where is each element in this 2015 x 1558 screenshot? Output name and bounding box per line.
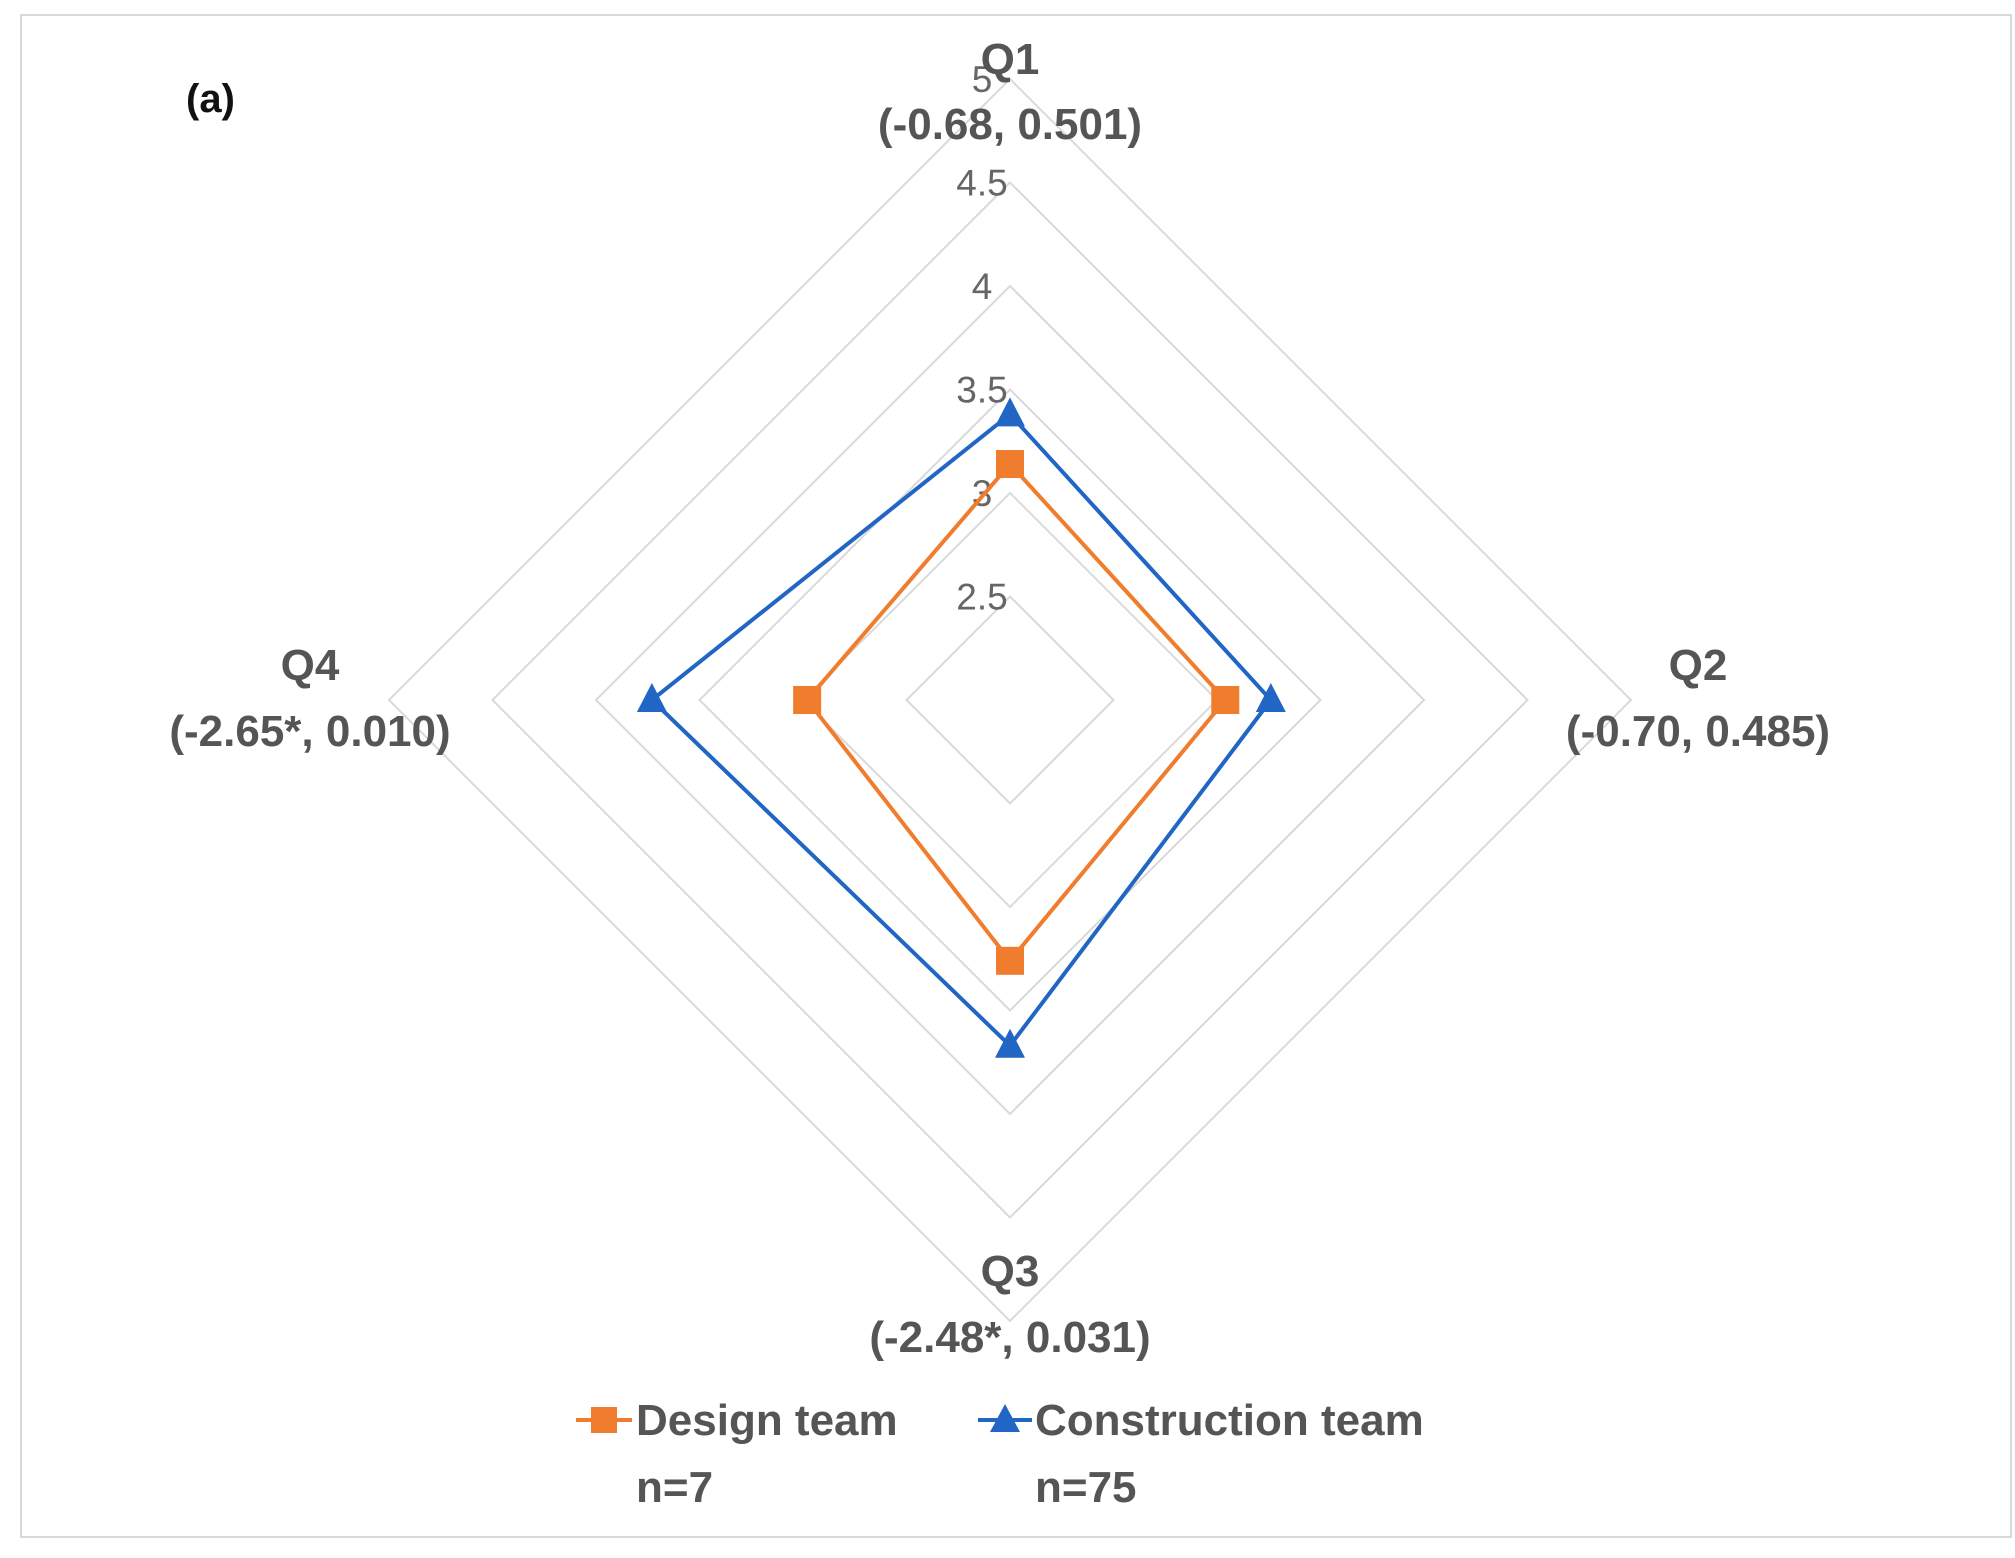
gridline-ring [698, 388, 1322, 1012]
data-point-construction-q3[interactable] [995, 1028, 1025, 1058]
axis-stats-q4: (-2.65*, 0.010) [169, 707, 450, 756]
data-point-design-q2[interactable] [1211, 686, 1240, 714]
legend-n-construction-team: n=75 [1035, 1463, 1137, 1512]
tick-label: 4.5 [956, 163, 1007, 204]
data-point-construction-q4[interactable] [636, 683, 667, 712]
panel-label: (a) [186, 77, 235, 121]
data-point-design-q3[interactable] [996, 946, 1024, 975]
axis-label-q1: Q1 [981, 35, 1040, 84]
axis-stats-q2: (-0.70, 0.485) [1566, 707, 1830, 756]
tick-label: 2.5 [956, 577, 1007, 618]
data-point-design-q1[interactable] [996, 450, 1024, 479]
axis-label-q4: Q4 [281, 641, 340, 690]
axis-label-q2: Q2 [1669, 641, 1728, 690]
legend-label-design-team: Design team [636, 1396, 898, 1445]
grid [387, 77, 1633, 1323]
data-point-construction-q1[interactable] [995, 397, 1025, 427]
legend-n-design-team: n=7 [636, 1463, 713, 1512]
legend: Design team n=7 Construction team n=75 [576, 1396, 1424, 1512]
legend-square-marker [591, 1407, 617, 1433]
axis-stats-q1: (-0.68, 0.501) [878, 100, 1142, 149]
legend-label-construction-team: Construction team [1035, 1396, 1424, 1445]
series-layer [636, 397, 1286, 1058]
gridline-ring [491, 181, 1529, 1219]
tick-label: 3.5 [956, 370, 1007, 411]
series-line-design-team [804, 461, 1228, 965]
legend-triangle-marker [990, 1404, 1020, 1432]
gridline-ring [801, 491, 1219, 909]
data-point-construction-q2[interactable] [1255, 683, 1286, 712]
axis-stats-q3: (-2.48*, 0.031) [869, 1313, 1150, 1362]
gridline-ring [387, 77, 1633, 1323]
axis-label-q3: Q3 [981, 1247, 1040, 1296]
tick-label: 5 [972, 59, 993, 100]
legend-item-construction-team[interactable]: Construction team n=75 [978, 1396, 1424, 1512]
gridline-ring [905, 595, 1115, 805]
tick-labels: 2.533.544.55 [956, 59, 1007, 618]
tick-label: 4 [972, 266, 993, 307]
legend-item-design-team[interactable]: Design team n=7 [576, 1396, 898, 1512]
chart-frame [20, 14, 2012, 1538]
gridline-ring [594, 284, 1426, 1116]
data-point-design-q4[interactable] [793, 686, 822, 714]
